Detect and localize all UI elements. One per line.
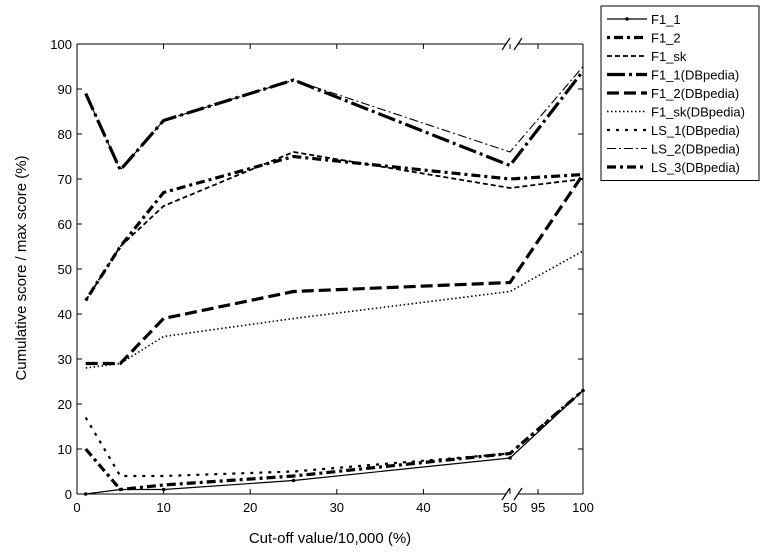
series-point-1 xyxy=(83,492,88,496)
y-axis-label: Cumulative score / max score (%) xyxy=(13,155,30,380)
y-tick-label: 90 xyxy=(58,82,72,97)
series-group xyxy=(83,66,585,496)
legend-label: F1_1 xyxy=(651,12,681,27)
series-line-4 xyxy=(84,70,585,172)
legend-label: LS_2(DBpedia) xyxy=(651,142,740,157)
x-tick-label: 40 xyxy=(416,500,430,515)
axis-break-mark xyxy=(501,487,511,501)
x-axis-label: Cut-off value/10,000 (%) xyxy=(249,530,411,547)
x-tick-label: 50 xyxy=(503,500,517,515)
x-tick-label: 30 xyxy=(330,500,344,515)
y-tick-label: 50 xyxy=(58,262,72,277)
legend-label: F1_sk xyxy=(651,49,687,64)
series-line-8 xyxy=(85,66,584,171)
series-point-1 xyxy=(508,456,512,460)
x-tick-label: 100 xyxy=(572,500,594,515)
series-line-2 xyxy=(84,154,584,302)
axes: 0 10 20 30 40 50 60 70 80 90 100 0 10 20 30 40 50 95 100 xyxy=(50,37,594,515)
series-point-1 xyxy=(161,487,166,492)
y-tick-label: 10 xyxy=(58,442,72,457)
legend-label: F1_1(DBpedia) xyxy=(651,68,739,83)
axis-break-mark xyxy=(513,37,523,51)
legend-label: F1_sk(DBpedia) xyxy=(651,105,745,120)
series-line-5 xyxy=(85,173,585,366)
legend-label: LS_3(DBpedia) xyxy=(651,160,740,175)
x-tick-label: 20 xyxy=(243,500,257,515)
y-tick-label: 20 xyxy=(58,397,72,412)
legend-label: LS_1(DBpedia) xyxy=(651,123,740,138)
y-tick-label: 0 xyxy=(65,487,72,502)
series-line-7 xyxy=(84,389,584,478)
series-point-1 xyxy=(291,478,296,483)
legend: F1_1 F1_2 F1_sk F1_1(DBpedia) F1_2(DBpedia) F… xyxy=(600,5,760,181)
x-tick-label: 0 xyxy=(73,500,80,515)
axis-break-mark xyxy=(501,37,511,51)
series-line-3 xyxy=(84,151,584,301)
y-tick-label: 80 xyxy=(58,127,72,142)
legend-label: F1_2 xyxy=(651,31,681,46)
series-line-9 xyxy=(84,389,585,492)
y-tick-label: 40 xyxy=(58,307,72,322)
legend-label: F1_2(DBpedia) xyxy=(651,86,739,101)
y-tick-label: 100 xyxy=(50,37,72,52)
series-line-1 xyxy=(85,390,584,495)
series-line-6 xyxy=(85,250,584,369)
y-tick-label: 70 xyxy=(58,172,72,187)
y-tick-label: 60 xyxy=(58,217,72,232)
legend-marker xyxy=(625,17,629,21)
axis-break-mark xyxy=(513,487,523,501)
x-tick-label: 95 xyxy=(531,500,545,515)
y-tick-label: 30 xyxy=(58,352,72,367)
x-tick-label: 10 xyxy=(156,500,170,515)
